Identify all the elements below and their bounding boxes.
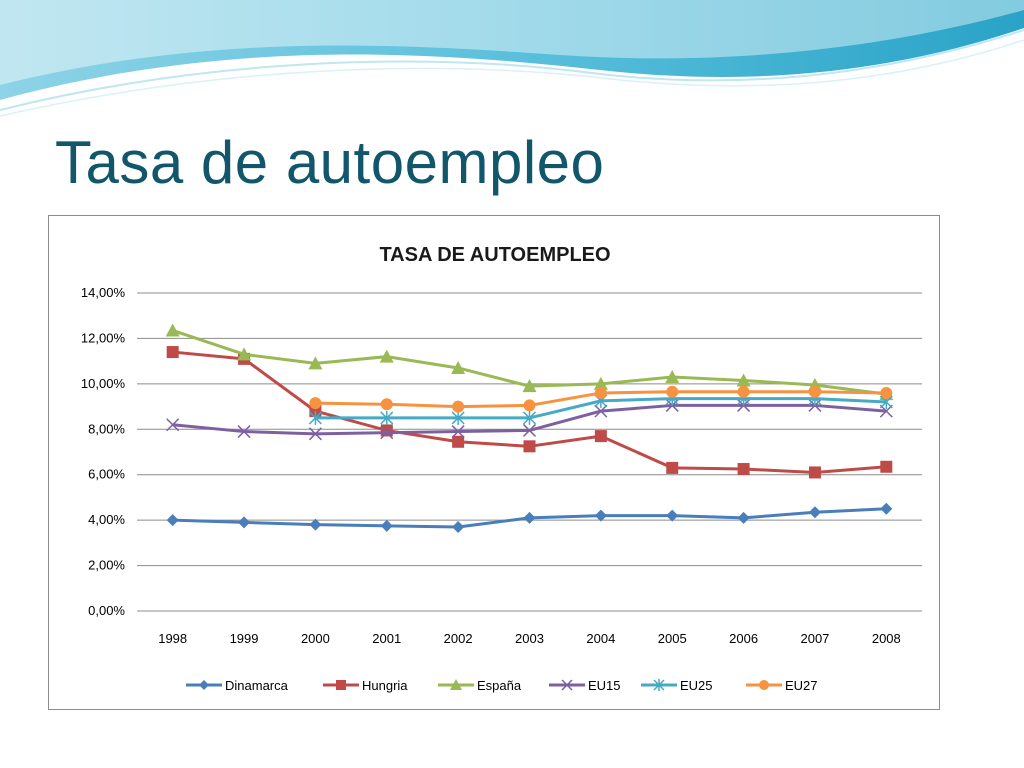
y-tick-label: 10,00% (81, 376, 126, 391)
legend-label: Dinamarca (225, 678, 289, 693)
series-dinamarca (166, 502, 893, 533)
point (879, 404, 893, 418)
point (561, 679, 573, 691)
y-tick-label: 14,00% (81, 285, 126, 300)
chart-title: TASA DE AUTOEMPLEO (379, 244, 610, 266)
legend-label: España (477, 678, 522, 693)
chart-frame: TASA DE AUTOEMPLEO 0,00% 2,00% 4,00% 6,00% 8… (48, 215, 940, 710)
series-hungria (166, 346, 893, 479)
point (165, 323, 180, 337)
legend-item: EU25 (641, 678, 713, 693)
point (309, 518, 322, 531)
x-axis-ticks: 1998 1999 2000 2001 2002 2003 2004 2005 2006 2007… (158, 631, 901, 646)
point (238, 516, 251, 529)
point (594, 386, 607, 399)
x-tick-label: 2007 (800, 631, 829, 646)
x-tick-label: 2005 (658, 631, 687, 646)
point (452, 400, 465, 413)
point (880, 502, 893, 515)
point (199, 680, 209, 690)
point (666, 461, 679, 474)
y-axis-ticks: 0,00% 2,00% 4,00% 6,00% 8,00% 10,00% 12,00% 14,… (81, 285, 126, 618)
point (308, 410, 322, 425)
y-tick-label: 2,00% (88, 558, 125, 573)
point (309, 397, 322, 410)
series-eu27 (309, 385, 893, 413)
point (522, 423, 537, 437)
point (380, 424, 393, 437)
legend: Dinamarca Hungria España EU15 EU25 EU27 (186, 678, 818, 693)
point (523, 511, 536, 524)
point (336, 680, 346, 690)
point (379, 349, 394, 363)
point (666, 385, 679, 398)
point (594, 404, 608, 418)
series-lines (165, 323, 894, 533)
header-wave-decoration (0, 0, 1024, 117)
point (380, 426, 394, 440)
x-tick-label: 2000 (301, 631, 330, 646)
point (808, 506, 821, 519)
legend-item: EU15 (549, 678, 621, 693)
point (237, 347, 252, 361)
point (523, 440, 536, 453)
slide-title: Tasa de autoempleo (55, 129, 605, 196)
point (759, 680, 769, 690)
legend-label: EU15 (588, 678, 621, 693)
point (308, 356, 323, 370)
point (880, 386, 893, 399)
point (594, 430, 607, 443)
series-eu25 (308, 391, 893, 425)
legend-label: EU25 (680, 678, 713, 693)
y-tick-label: 8,00% (88, 421, 125, 436)
series-españa (165, 323, 894, 401)
point (166, 418, 180, 432)
point (451, 425, 465, 439)
x-tick-label: 2003 (515, 631, 544, 646)
y-tick-label: 12,00% (81, 330, 126, 345)
legend-label: EU27 (785, 678, 818, 693)
line-chart: TASA DE AUTOEMPLEO 0,00% 2,00% 4,00% 6,00% 8… (81, 244, 922, 693)
point (737, 511, 750, 524)
point (653, 679, 665, 691)
x-tick-label: 2004 (586, 631, 615, 646)
point (451, 410, 465, 425)
point (237, 425, 251, 439)
point (808, 385, 821, 398)
point (451, 360, 466, 374)
point (665, 370, 680, 384)
point (737, 463, 750, 476)
legend-item: España (438, 678, 522, 693)
y-tick-label: 0,00% (88, 603, 125, 618)
y-tick-label: 6,00% (88, 467, 125, 482)
point (808, 466, 821, 479)
point (736, 373, 751, 387)
x-tick-label: 2002 (444, 631, 473, 646)
x-tick-label: 2006 (729, 631, 758, 646)
point (380, 519, 393, 532)
point (452, 435, 465, 448)
point (166, 514, 179, 527)
point (880, 460, 893, 473)
point (308, 427, 322, 441)
point (166, 346, 179, 359)
x-tick-label: 2008 (872, 631, 901, 646)
legend-item: EU27 (746, 678, 818, 693)
point (380, 410, 394, 425)
x-tick-label: 2001 (372, 631, 401, 646)
point (452, 520, 465, 533)
legend-label: Hungria (362, 678, 408, 693)
point (522, 379, 537, 393)
point (523, 399, 536, 412)
legend-item: Hungria (323, 678, 408, 693)
legend-item: Dinamarca (186, 678, 289, 693)
point (737, 385, 750, 398)
y-tick-label: 4,00% (88, 512, 125, 527)
x-tick-label: 1999 (230, 631, 259, 646)
x-tick-label: 1998 (158, 631, 187, 646)
point (522, 410, 537, 425)
point (450, 679, 462, 690)
point (593, 376, 608, 390)
point (380, 398, 393, 411)
